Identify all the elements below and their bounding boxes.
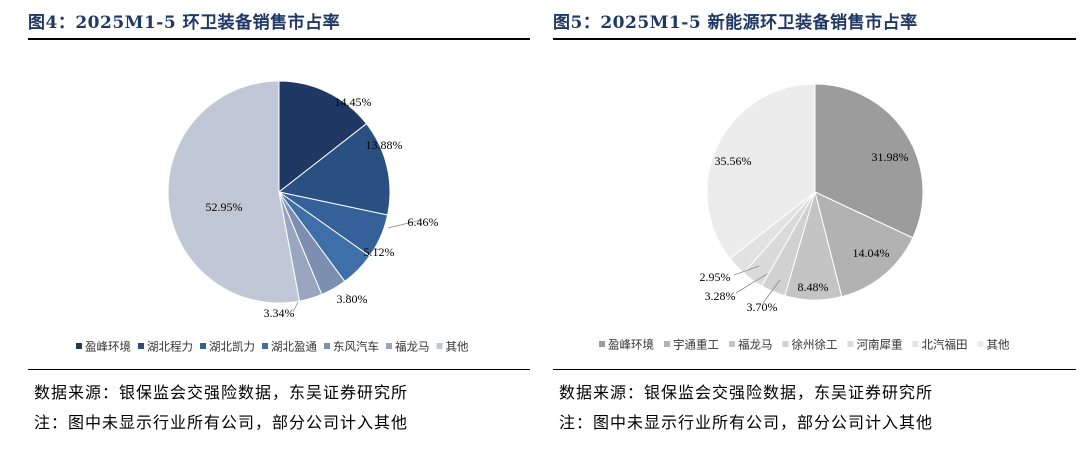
data-label-3: 6.46% — [408, 215, 439, 229]
legend-label-7: 其他 — [987, 338, 1010, 352]
legend-label-3: 湖北凯力 — [209, 340, 255, 354]
legend-label-4: 湖北盈通 — [271, 340, 317, 354]
legend: 盈峰环境 湖北程力 湖北凯力 湖北盈通 东风汽车 福龙马 其他 — [76, 340, 469, 354]
data-label-5: 3.80% — [337, 292, 368, 306]
legend-swatch-4 — [262, 343, 268, 349]
data-source: 数据来源：银保监会交强险数据，东吴证券研究所 — [34, 383, 409, 402]
legend-swatch-1 — [599, 341, 605, 347]
data-label-4: 3.70% — [747, 300, 778, 314]
pie-slice-1 — [278, 80, 368, 194]
legend-swatch-4 — [782, 341, 789, 347]
legend-label-6: 北汽福田 — [922, 338, 968, 352]
pie-chart-left: 14.45% 13.88% 6.46% 5.12% 3.80% 3.34% 52.95% 盈峰… — [76, 80, 469, 354]
leader-line-5 — [735, 273, 768, 294]
legend-label-1: 盈峰环境 — [85, 340, 131, 354]
legend-swatch-7 — [977, 341, 984, 347]
data-label-1: 14.45% — [335, 95, 372, 109]
legend-label-2: 湖北程力 — [147, 340, 193, 354]
data-label-2: 14.04% — [853, 246, 890, 260]
data-label-6: 3.34% — [264, 306, 295, 320]
title-divider — [553, 38, 1076, 40]
data-label-7: 35.56% — [715, 154, 752, 168]
legend-swatch-2 — [664, 341, 670, 347]
legend-label-2: 宇通重工 — [673, 338, 719, 352]
legend-swatch-6 — [386, 343, 392, 349]
chart-note: 注：图中未显示行业所有公司，部分公司计入其他 — [559, 413, 934, 432]
pie-slice-7 — [706, 83, 816, 260]
legend-label-6: 福龙马 — [395, 340, 430, 354]
legend-label-5: 东风汽车 — [333, 340, 379, 354]
legend-swatch-5 — [324, 343, 330, 349]
chart-panel-right: 图5：2025M1-5 新能源环卫装备销售市占率 31.98% 14.04% 8.4… — [553, 0, 1076, 469]
chart-note: 注：图中未显示行业所有公司，部分公司计入其他 — [34, 413, 409, 432]
pie-slice-2 — [814, 191, 914, 298]
legend-label-3: 福龙马 — [738, 338, 773, 352]
legend-swatch-1 — [76, 343, 82, 349]
data-label-4: 5.12% — [364, 245, 395, 259]
data-source: 数据来源：银保监会交强险数据，东吴证券研究所 — [559, 383, 934, 402]
leader-line-3 — [387, 219, 422, 229]
legend-swatch-6 — [912, 341, 919, 347]
legend-swatch-2 — [138, 343, 144, 349]
source-divider — [28, 369, 530, 370]
chart-panel-left: 图4：2025M1-5 环卫装备销售市占率 14.45% 13.88% 6.46% 5… — [28, 0, 530, 469]
legend: 盈峰环境 宇通重工 福龙马 徐州徐工 河南犀重 北汽福田 其他 — [599, 338, 1010, 352]
chart-title: 图4：2025M1-5 环卫装备销售市占率 — [28, 13, 341, 33]
pie-slice-2 — [277, 122, 391, 216]
source-divider — [553, 369, 1076, 370]
data-label-7: 52.95% — [206, 200, 243, 214]
legend-label-7: 其他 — [446, 340, 469, 354]
data-label-1: 31.98% — [872, 150, 909, 164]
pie-slice-7 — [167, 80, 301, 304]
chart-title: 图5：2025M1-5 新能源环卫装备销售市占率 — [553, 13, 918, 33]
leader-line-6 — [733, 265, 760, 276]
leader-line-6 — [292, 301, 299, 313]
legend-label-5: 河南犀重 — [857, 338, 903, 352]
data-label-3: 8.48% — [798, 280, 829, 294]
leader-line-5 — [345, 293, 351, 298]
data-label-2: 13.88% — [366, 138, 403, 152]
legend-swatch-7 — [436, 343, 443, 349]
legend-swatch-3 — [729, 341, 735, 347]
title-divider — [28, 38, 530, 40]
pie-slice-1 — [814, 83, 924, 239]
data-label-5: 3.28% — [705, 289, 736, 303]
legend-swatch-3 — [200, 343, 206, 349]
legend-label-1: 盈峰环境 — [608, 338, 654, 352]
legend-label-4: 徐州徐工 — [792, 338, 838, 352]
pie-chart-right: 31.98% 14.04% 8.48% 3.70% 3.28% 2.95% 35.56% 盈峰… — [599, 83, 1010, 352]
leader-line-4 — [372, 247, 381, 251]
leader-line-4 — [762, 279, 781, 304]
data-label-6: 2.95% — [700, 270, 731, 284]
legend-swatch-5 — [847, 341, 854, 347]
